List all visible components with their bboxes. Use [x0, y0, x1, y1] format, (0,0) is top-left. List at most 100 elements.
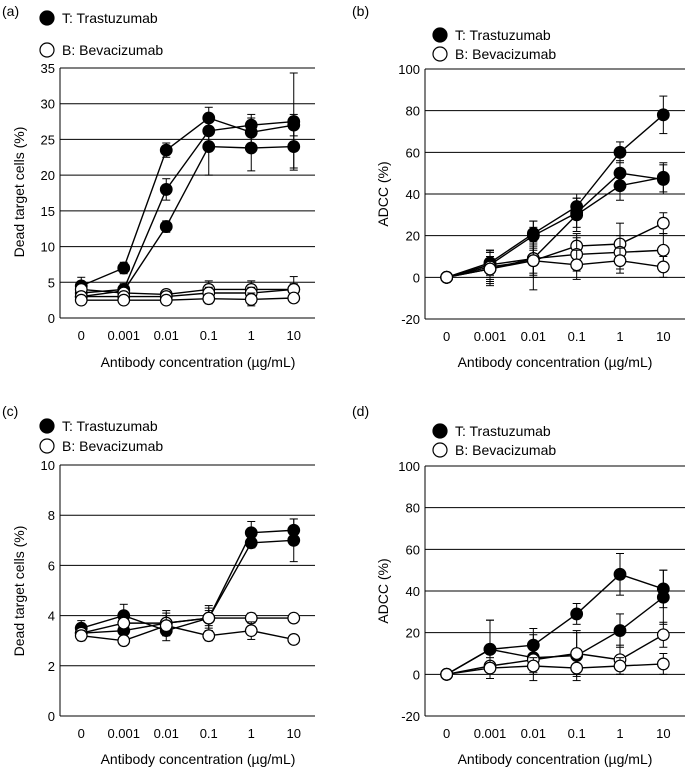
y-tick-label: 40: [406, 584, 420, 599]
x-tick-label: 10: [656, 726, 670, 741]
x-tick-label: 1: [248, 328, 255, 343]
y-tick-label: 20: [41, 168, 55, 183]
legend-b-label: B: Bevacizumab: [455, 442, 556, 458]
series-trastuzumab: [74, 518, 301, 640]
series-line: [81, 288, 294, 296]
data-point: [570, 607, 584, 621]
series-trastuzumab: [440, 95, 670, 284]
data-point: [613, 254, 627, 268]
data-point: [287, 533, 301, 547]
data-point: [287, 291, 301, 305]
x-tick-label: 0: [443, 329, 450, 344]
x-tick-label: 0: [78, 726, 85, 741]
legend-b-label: B: Bevacizumab: [455, 46, 556, 62]
data-point: [287, 611, 301, 625]
series-line: [81, 297, 294, 301]
x-tick-label: 0.01: [154, 328, 179, 343]
series-trastuzumab: [74, 106, 301, 295]
data-point: [244, 536, 258, 550]
series-line: [81, 288, 294, 298]
y-axis-label: Dead target cells (%): [11, 127, 27, 258]
series-line: [81, 624, 294, 642]
data-point: [613, 659, 627, 673]
data-point: [613, 179, 627, 193]
legend-t-label: T: Trastuzumab: [455, 27, 551, 43]
y-tick-label: 35: [41, 61, 55, 76]
x-tick-label: 1: [616, 329, 623, 344]
series-bevacizumab: [440, 212, 670, 285]
x-axis-label: Antibody concentration (µg/mL): [458, 751, 653, 767]
y-tick-label: 100: [398, 62, 420, 77]
y-tick-label: 2: [48, 659, 55, 674]
data-point: [656, 216, 670, 230]
panel-label: (b): [352, 3, 369, 19]
series-line: [446, 222, 664, 279]
x-tick-label: 0.01: [521, 726, 546, 741]
y-tick-label: 60: [406, 542, 420, 557]
y-tick-label: 30: [41, 97, 55, 112]
data-point: [159, 143, 173, 157]
plot-area: 0 2 4 6 8 10 0 0.001 0.01 0.1 1 10: [41, 458, 315, 741]
x-axis-label: Antibody concentration (µg/mL): [101, 354, 296, 370]
y-tick-label: 4: [48, 609, 55, 624]
series-line: [446, 596, 664, 675]
x-tick-label: 0.001: [474, 726, 507, 741]
y-tick-label: -20: [401, 312, 420, 327]
y-tick-label: 0: [48, 709, 55, 724]
series-bevacizumab: [440, 653, 670, 681]
x-tick-label: 1: [248, 726, 255, 741]
data-point: [483, 262, 497, 276]
data-point: [244, 141, 258, 155]
y-tick-label: 10: [41, 458, 55, 473]
data-point: [117, 261, 131, 275]
data-point: [483, 661, 497, 675]
data-point: [440, 270, 454, 284]
panel-b: (b) T: Trastuzumab B: Bevacizumab ADCC (…: [352, 3, 685, 370]
y-tick-label: 6: [48, 558, 55, 573]
y-tick-label: 40: [406, 187, 420, 202]
data-point: [202, 611, 216, 625]
y-tick-label: 5: [48, 275, 55, 290]
data-point: [440, 667, 454, 681]
series-line: [446, 114, 664, 278]
series-line: [81, 617, 294, 634]
data-point: [287, 140, 301, 153]
data-point: [202, 292, 216, 306]
y-tick-label: 80: [406, 104, 420, 119]
legend-filled-marker: [432, 423, 448, 439]
y-tick-label: 20: [406, 229, 420, 244]
legend-t-label: T: Trastuzumab: [62, 418, 158, 434]
plot-area: -20 0 20 40 60 80 100 0 0.001 0.01 0.1 1 10: [398, 459, 685, 741]
data-point: [159, 619, 173, 633]
y-tick-label: 80: [406, 501, 420, 516]
x-tick-label: 0.01: [154, 726, 179, 741]
x-axis-label: Antibody concentration (µg/mL): [101, 751, 296, 767]
x-tick-label: 0: [78, 328, 85, 343]
x-tick-label: 0.01: [521, 329, 546, 344]
data-point: [74, 629, 88, 643]
y-tick-label: 0: [413, 667, 420, 682]
data-point: [244, 624, 258, 638]
series-trastuzumab: [440, 160, 670, 284]
legend-open-marker: [432, 442, 448, 458]
series-line: [81, 120, 294, 294]
data-point: [117, 634, 131, 648]
data-point: [570, 208, 584, 222]
series-bevacizumab: [440, 233, 670, 284]
panel-label: (d): [352, 403, 369, 419]
y-tick-label: 20: [406, 626, 420, 641]
x-tick-label: 10: [287, 328, 301, 343]
series-bevacizumab: [74, 615, 301, 648]
x-tick-label: 0: [443, 726, 450, 741]
x-tick-label: 0.001: [474, 329, 507, 344]
x-tick-label: 0.1: [568, 329, 586, 344]
legend-filled-marker: [39, 10, 55, 26]
series-bevacizumab: [440, 621, 670, 681]
series-bevacizumab: [440, 243, 670, 287]
y-tick-label: 10: [41, 240, 55, 255]
data-point: [117, 616, 131, 630]
series-line: [81, 529, 294, 632]
data-point: [656, 260, 670, 274]
plot-area: -20 0 20 40 60 80 100 0 0.001 0.01 0.1 1 10: [398, 62, 685, 344]
data-point: [570, 647, 584, 660]
